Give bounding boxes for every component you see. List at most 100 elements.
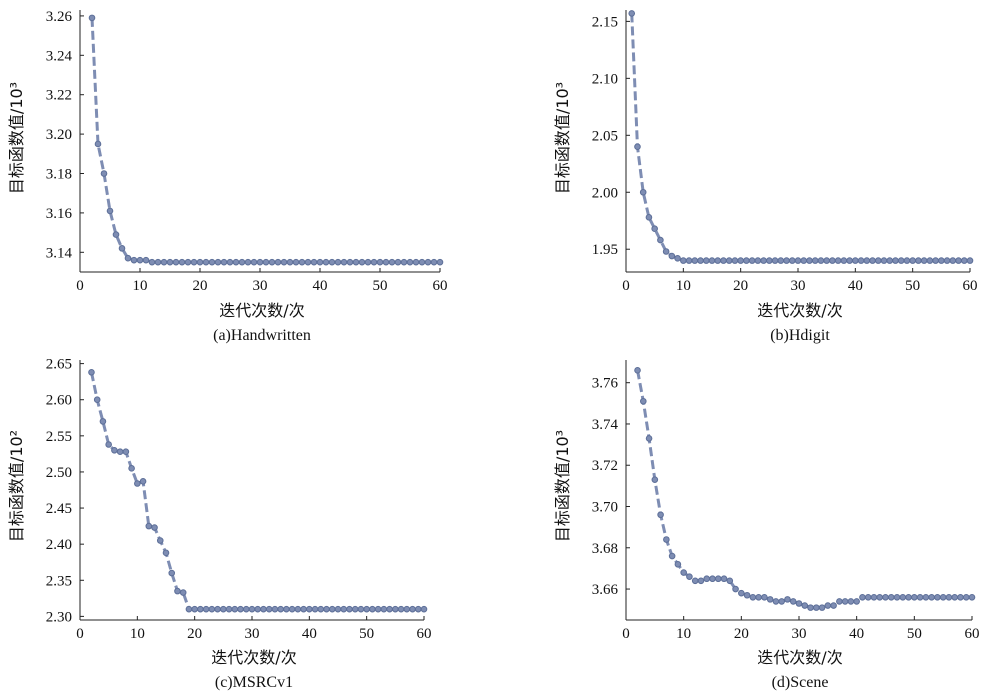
data-point [424, 258, 432, 266]
data-point [841, 598, 849, 605]
data-point [668, 552, 676, 560]
data-point [857, 257, 865, 264]
chart-caption: (b)Hdigit [770, 327, 830, 344]
data-point [949, 257, 957, 264]
data-point [351, 605, 359, 613]
y-tick-label: 2.60 [46, 393, 72, 409]
y-tick-label: 3.68 [592, 541, 618, 557]
data-point [130, 256, 138, 264]
data-point [680, 257, 687, 264]
y-tick-label: 3.70 [592, 500, 618, 516]
series-line [636, 370, 972, 610]
data-point [364, 258, 372, 266]
data-point [134, 480, 141, 487]
data-point [346, 258, 354, 266]
data-point [156, 537, 164, 544]
y-axis-title: 目标函数值/10³ [7, 82, 26, 194]
data-point [316, 258, 324, 266]
data-point [225, 605, 233, 613]
data-point [709, 575, 716, 583]
data-point [409, 605, 416, 613]
data-point [651, 225, 658, 233]
data-point [142, 256, 150, 264]
data-point [772, 598, 780, 605]
data-point [738, 589, 745, 597]
data-point [916, 594, 924, 601]
data-point [418, 258, 426, 266]
data-point [887, 594, 895, 601]
data-point [725, 257, 733, 264]
data-point [876, 594, 884, 601]
data-point [934, 594, 941, 601]
x-axis-title: 迭代次数/次 [219, 301, 304, 320]
data-point [403, 605, 411, 613]
data-point [100, 170, 108, 177]
data-point [829, 257, 836, 264]
data-point [737, 257, 744, 264]
x-tick-label: 20 [187, 626, 202, 642]
data-point [106, 207, 114, 215]
data-point [118, 245, 126, 252]
series-line [630, 13, 970, 263]
x-tick-label: 40 [848, 278, 863, 294]
data-point [148, 258, 156, 266]
data-point [310, 258, 318, 266]
data-point [761, 594, 768, 601]
data-point [966, 257, 974, 264]
data-point [128, 465, 135, 472]
data-point [955, 257, 962, 264]
data-point [231, 605, 239, 613]
data-point [265, 605, 273, 613]
data-point [280, 258, 288, 266]
data-point [376, 258, 384, 266]
data-point [771, 257, 779, 264]
y-tick-label: 3.74 [592, 417, 619, 433]
y-axis-title: 目标函数值/10³ [553, 82, 572, 194]
x-axis-title: 迭代次数/次 [757, 648, 842, 667]
data-point [932, 257, 939, 264]
chart-panel-scene: (d)Scene 迭代次数/次 目标函数值/10³ 0 10 20 30 40 50 60 3… [553, 360, 980, 691]
x-tick-label: 0 [622, 626, 630, 642]
data-point [340, 605, 348, 613]
data-point [685, 257, 693, 264]
data-point [657, 236, 664, 244]
x-tick-label: 10 [676, 278, 691, 294]
data-point [801, 602, 809, 609]
y-tick-label: 2.00 [592, 185, 618, 201]
x-tick-label: 0 [76, 278, 84, 294]
data-point [897, 257, 905, 264]
data-point [662, 248, 670, 255]
data-point [220, 605, 227, 613]
y-tick-label: 3.20 [46, 127, 72, 143]
data-point [830, 602, 837, 609]
y-tick-label: 3.22 [46, 88, 72, 104]
data-point [288, 605, 296, 613]
data-point [846, 257, 853, 264]
data-point [214, 258, 222, 266]
data-point [145, 522, 153, 530]
data-point [778, 598, 786, 605]
y-tick-label: 3.76 [592, 376, 619, 392]
chart-panel-handwritten: (a)Handwritten 迭代次数/次 目标函数值/10³ 0 10 20 30 4… [7, 9, 448, 344]
data-point [686, 573, 693, 580]
data-point [962, 594, 970, 601]
data-point [882, 594, 889, 601]
data-point [703, 575, 711, 583]
data-point [823, 257, 830, 264]
data-point [226, 258, 234, 266]
data-point [388, 258, 396, 266]
y-tick-label: 2.40 [46, 537, 72, 553]
data-point [369, 605, 376, 613]
data-point [271, 605, 279, 613]
data-point [346, 605, 353, 613]
data-point [863, 257, 871, 264]
x-tick-label: 60 [965, 626, 980, 642]
data-point [386, 605, 393, 613]
data-point [352, 258, 360, 266]
data-point [99, 418, 107, 425]
data-point [237, 605, 244, 613]
data-point [220, 258, 228, 266]
data-point [834, 257, 842, 264]
data-point [256, 258, 264, 266]
data-point [905, 594, 912, 601]
